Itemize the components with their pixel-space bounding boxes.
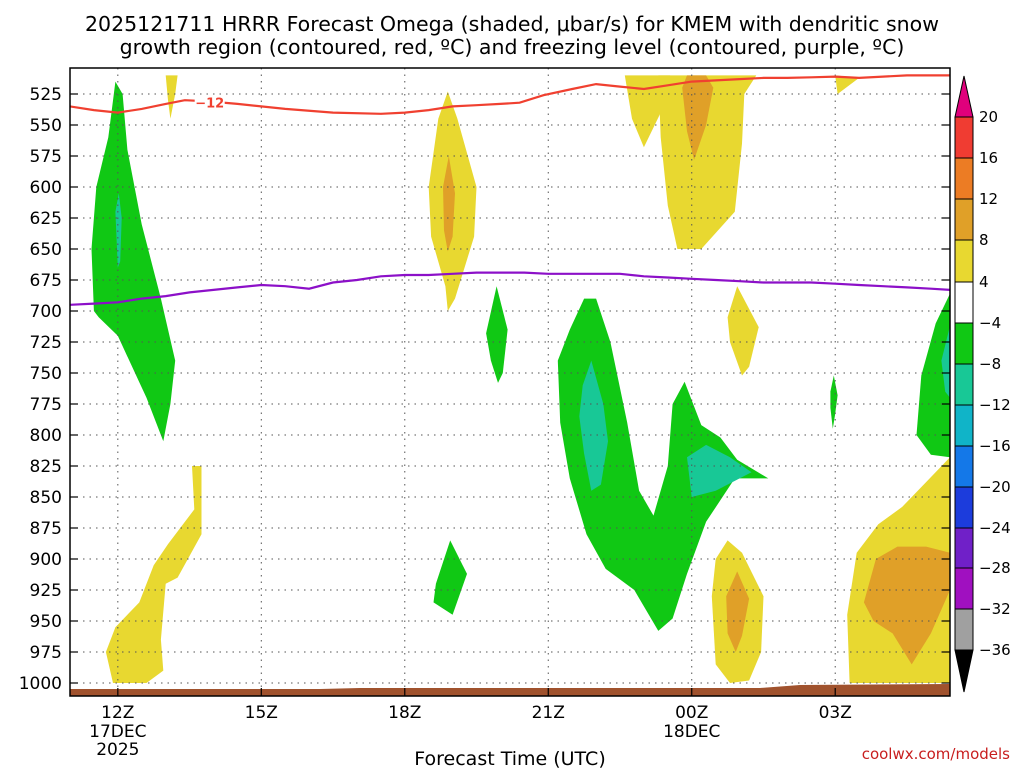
omega-region-pos-03z [835,75,860,94]
omega-region-neg-19z [433,540,467,615]
y-tick-label: 600 [30,178,62,198]
omega-region-pos-1230 [165,75,178,119]
colorbar-swatch [954,322,974,365]
colorbar: 20 16 12 8 4 −4 −8 −12 −16 −20 −24 −28 −32 −36 [954,75,1011,693]
x-tick-sublabel: 17DEC [89,722,146,742]
omega-region-neg-12z-col [91,81,176,442]
freezing-level-contour [70,271,950,306]
colorbar-label: −28 [979,559,1011,577]
y-tick-label: 875 [30,519,62,539]
omega-region-neg-right-core [941,325,950,398]
terrain-strip [70,684,950,696]
omega-region-pos-00z-core [682,75,714,160]
omega-region-pos-0050 [727,286,759,376]
x-tick-label: 15Z [245,703,278,723]
colorbar-swatch [954,527,974,569]
omega-region-pos-12z-low [105,466,202,683]
x-tick-label: 12Z [101,703,134,723]
y-tick-label: 825 [30,457,62,477]
y-tick-label: 975 [30,643,62,663]
colorbar-top-arrow [954,75,974,118]
contour-lines: −12 [70,74,950,306]
y-tick-label: 525 [30,85,62,105]
colorbar-swatch [954,281,974,324]
colorbar-swatch [954,363,974,406]
colorbar-swatch [954,404,974,447]
colorbar-label: 12 [979,190,998,208]
colorbar-bottom-arrow [954,649,974,693]
terrain-fill [70,684,950,696]
colorbar-label: 8 [979,231,989,249]
colorbar-swatch [954,567,974,610]
colorbar-swatch [954,608,974,651]
y-tick-label: 750 [30,364,62,384]
y-tick-label: 775 [30,395,62,415]
x-tick-sublabel: 2025 [96,740,139,760]
colorbar-label: −12 [979,396,1011,414]
colorbar-label: −8 [979,355,1001,373]
colorbar-label: −16 [979,437,1011,455]
y-tick-label: 800 [30,426,62,446]
plot-area: −12 [69,67,951,697]
grid-lines [70,68,950,696]
y-tick-label: 1000 [19,674,62,694]
colorbar-swatch [954,239,974,283]
omega-region-pos-2230 [624,75,671,148]
omega-region-pos-19z-core [443,156,455,252]
y-tick-label: 675 [30,271,62,291]
colorbar-label: 4 [979,273,989,291]
y-tick-label: 900 [30,550,62,570]
omega-region-neg-00z-core [687,444,752,497]
colorbar-label: 16 [979,149,998,167]
colorbar-label: −32 [979,600,1011,618]
y-tick-label: 700 [30,302,62,322]
omega-region-neg-22z-main [557,298,769,631]
colorbar-swatch [954,486,974,529]
y-tick-label: 575 [30,147,62,167]
colorbar-swatch [954,198,974,241]
omega-region-pos-00z-col [658,75,757,250]
colorbar-label: −20 [979,478,1011,496]
y-tick-label: 650 [30,240,62,260]
x-tick-label: 18Z [388,703,421,723]
x-tick-label: 21Z [532,703,565,723]
y-tick-label: 950 [30,612,62,632]
plot-background [70,68,950,696]
colorbar-swatch [954,157,974,200]
chart-title-line1: 2025121711 HRRR Forecast Omega (shaded, … [85,12,939,36]
colorbar-swatch [954,116,974,159]
contour-label-bg [194,94,225,111]
credit-text: coolwx.com/models [862,745,1010,763]
omega-region-neg-02z [830,375,838,429]
contour-label-minus12: −12 [195,97,224,112]
plot-frame [69,67,951,697]
omega-region-pos-0130-core [726,571,750,652]
omega-region-pos-right-core [863,546,950,665]
x-tick-label: 00Z [675,703,708,723]
x-axis-title: Forecast Time (UTC) [414,748,605,768]
y-tick-label: 550 [30,116,62,136]
chart-title-line2: growth region (contoured, red, ºC) and f… [120,35,905,59]
y-tick-label: 625 [30,209,62,229]
colorbar-swatch [954,445,974,488]
x-tick-sublabel: 18DEC [663,722,720,742]
y-tick-label: 725 [30,333,62,353]
y-tick-label: 925 [30,581,62,601]
colorbar-label: 20 [979,108,998,126]
omega-shading [91,75,950,683]
x-tick-label: 03Z [819,703,852,723]
y-axis-ticks: 525 550 575 600 625 650 675 700 725 750 775 800 825 8… [19,85,950,694]
colorbar-label: −4 [979,314,1001,332]
omega-region-neg-22z-core [579,360,608,491]
y-tick-label: 850 [30,488,62,508]
colorbar-label: −36 [979,641,1011,659]
omega-region-neg-1930 [486,286,508,383]
omega-region-neg-right-edge [916,293,950,458]
omega-region-neg-12z-core [115,193,122,268]
colorbar-label: −24 [979,519,1011,537]
